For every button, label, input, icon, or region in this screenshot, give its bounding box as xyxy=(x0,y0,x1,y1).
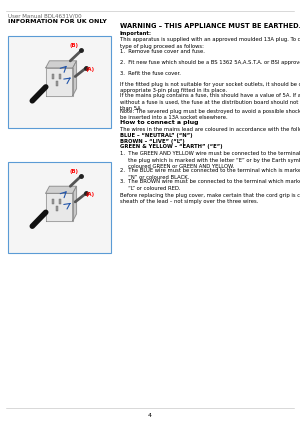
Bar xyxy=(52,74,54,79)
Text: (B): (B) xyxy=(70,169,79,174)
Text: BLUE – “NEUTRAL” (“N”): BLUE – “NEUTRAL” (“N”) xyxy=(120,133,193,139)
Bar xyxy=(56,206,58,211)
Bar xyxy=(8,36,111,127)
Text: Before replacing the plug cover, make certain that the cord grip is clamped over: Before replacing the plug cover, make ce… xyxy=(120,193,300,204)
Polygon shape xyxy=(73,186,76,221)
Text: GREEN & YELLOW – “EARTH” (“E”): GREEN & YELLOW – “EARTH” (“E”) xyxy=(120,144,223,149)
Bar xyxy=(8,162,111,253)
Text: 2.  Fit new fuse which should be a BS 1362 5A,A.S.T.A. or BSI approved type.: 2. Fit new fuse which should be a BS 136… xyxy=(120,60,300,65)
Text: If the mains plug contains a fuse, this should have a value of 5A. If a plug
wit: If the mains plug contains a fuse, this … xyxy=(120,94,300,111)
Text: How to connect a plug: How to connect a plug xyxy=(120,120,199,125)
Text: Important:: Important: xyxy=(120,31,152,36)
Text: Note: The severed plug must be destroyed to avoid a possible shock hazard should: Note: The severed plug must be destroyed… xyxy=(120,109,300,120)
Text: 1.  Remove fuse cover and fuse.: 1. Remove fuse cover and fuse. xyxy=(120,49,205,54)
Bar xyxy=(59,74,62,79)
Text: 4: 4 xyxy=(148,413,152,418)
Text: If the fitted plug is not suitable for your socket outlets, it should be cut off: If the fitted plug is not suitable for y… xyxy=(120,82,300,93)
Text: This apparatus is supplied with an approved moulded 13A plug. To change a fuse i: This apparatus is supplied with an appro… xyxy=(120,37,300,49)
Text: (A): (A) xyxy=(85,67,94,72)
Text: (A): (A) xyxy=(85,193,94,198)
Text: The wires in the mains lead are coloured in accordance with the following code:: The wires in the mains lead are coloured… xyxy=(120,127,300,132)
Text: 3.  Refit the fuse cover.: 3. Refit the fuse cover. xyxy=(120,71,181,76)
Bar xyxy=(59,199,62,204)
Text: (B): (B) xyxy=(70,43,79,48)
Polygon shape xyxy=(46,61,76,68)
Text: 2.  The BLUE wire must be connected to the terminal which is marked with the let: 2. The BLUE wire must be connected to th… xyxy=(120,168,300,180)
Text: WARNING – THIS APPLIANCE MUST BE EARTHED.: WARNING – THIS APPLIANCE MUST BE EARTHED… xyxy=(120,23,300,29)
Text: User Manual BDL4631V/00: User Manual BDL4631V/00 xyxy=(8,14,81,19)
Text: 3.  The BROWN wire must be connected to the terminal which marked with the lette: 3. The BROWN wire must be connected to t… xyxy=(120,179,300,191)
Text: BROWN – “LIVE” (“L”): BROWN – “LIVE” (“L”) xyxy=(120,139,185,144)
Text: INFORMATION FOR UK ONLY: INFORMATION FOR UK ONLY xyxy=(8,19,106,24)
Polygon shape xyxy=(46,186,76,193)
Bar xyxy=(52,199,54,204)
Bar xyxy=(56,81,58,86)
Polygon shape xyxy=(73,61,76,96)
Polygon shape xyxy=(46,68,73,96)
Polygon shape xyxy=(46,193,73,221)
Text: 1.  The GREEN AND YELLOW wire must be connected to the terminal in
     the plug: 1. The GREEN AND YELLOW wire must be con… xyxy=(120,151,300,169)
